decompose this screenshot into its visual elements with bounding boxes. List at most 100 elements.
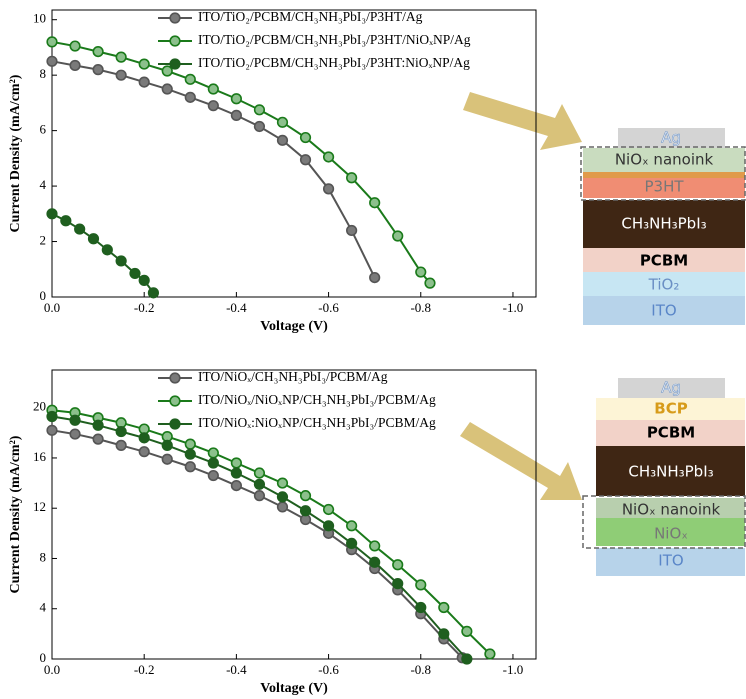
layer-label: PCBM (647, 424, 695, 442)
data-point (46, 55, 58, 67)
layer-label: NiOₓ nanoink (615, 151, 714, 169)
data-point (253, 467, 266, 479)
data-point (92, 45, 104, 58)
layer (583, 272, 745, 296)
arrow (460, 422, 582, 500)
layer (596, 420, 745, 446)
data-point (369, 271, 381, 284)
layer-label: NiOₓ nanoink (622, 501, 721, 519)
y-tick-label: 4 (40, 600, 47, 615)
layer-label: CH₃NH₃PbI₃ (628, 463, 713, 481)
data-point (369, 540, 381, 552)
data-point (230, 467, 242, 479)
data-point (322, 183, 335, 195)
data-point (115, 69, 127, 81)
y-tick-label: 8 (40, 549, 47, 564)
layer (583, 148, 745, 172)
data-point (69, 59, 81, 72)
data-point (60, 215, 72, 227)
y-tick-label: 2 (40, 233, 47, 248)
x-tick-label: -1.0 (503, 662, 524, 677)
data-point (299, 490, 312, 502)
data-point (147, 287, 160, 299)
data-point (138, 274, 150, 286)
plot-frame (51, 9, 537, 298)
data-point (101, 244, 113, 256)
data-point (138, 76, 150, 88)
data-point (230, 109, 242, 121)
highlight-box (582, 495, 746, 549)
data-point (46, 424, 58, 436)
data-point (161, 83, 173, 95)
data-point (276, 134, 289, 146)
y-axis-label: Current Density (mA/cm²) (8, 74, 23, 232)
layer-label: TiO₂ (648, 276, 680, 294)
series-line (51, 415, 468, 660)
data-point (115, 425, 127, 438)
y-tick-label: 16 (33, 449, 47, 464)
data-point (438, 601, 450, 614)
data-point (322, 151, 335, 163)
layer (583, 248, 745, 272)
data-point (207, 457, 219, 469)
data-point (115, 439, 127, 451)
data-point (207, 447, 219, 459)
series-line (51, 429, 463, 659)
data-point (138, 432, 150, 444)
y-tick-label: 10 (33, 11, 46, 26)
data-point (69, 40, 81, 52)
legend-marker (169, 372, 181, 384)
y-tick-label: 12 (33, 499, 46, 514)
x-tick-label: -1.0 (503, 300, 524, 315)
data-point (69, 414, 81, 426)
data-point (276, 116, 289, 128)
data-point (299, 505, 312, 517)
legend-marker (169, 35, 181, 47)
data-point (230, 93, 242, 105)
layer (596, 398, 745, 420)
data-point (461, 653, 473, 665)
data-point (46, 208, 58, 220)
y-axis-label: Current Density (mA/cm²) (8, 435, 23, 593)
layer (583, 200, 745, 248)
data-point (115, 51, 127, 63)
layer-label: BCP (654, 400, 687, 418)
data-point (46, 410, 58, 423)
layer (596, 446, 745, 496)
data-point (138, 58, 150, 70)
data-point (253, 478, 266, 490)
data-point (415, 601, 427, 614)
layer (583, 296, 745, 325)
layer (596, 548, 745, 576)
data-point (299, 154, 312, 166)
legend-label: ITO/NiOₓ/CH₃NH₃PbI₃/PCBM/Ag (198, 369, 388, 384)
legend-marker (169, 12, 181, 24)
data-point (115, 255, 127, 267)
data-point (184, 91, 196, 103)
device-stack: Ag BCP PCBM CH₃NH₃PbI₃ NiOₓ nanoink NiOₓ… (582, 378, 746, 576)
device-stack: Ag NiOₓ nanoink P3HT CH₃NH₃PbI₃ PCBM TiO… (580, 128, 746, 325)
plot-frame (51, 369, 537, 660)
data-point (424, 277, 436, 289)
data-point (184, 448, 196, 460)
data-point (184, 461, 196, 473)
data-point (299, 131, 312, 144)
layer-label: Ag (661, 129, 681, 147)
data-point (207, 83, 219, 95)
data-point (46, 36, 58, 48)
legend-label: ITO/NiOₓ/NiOₓNP/CH₃NH₃PbI₃/PCBM/Ag (198, 392, 436, 407)
data-point (276, 491, 289, 503)
arrow (463, 92, 582, 150)
data-point (74, 223, 86, 235)
data-point (87, 233, 100, 245)
data-point (253, 104, 266, 116)
y-tick-label: 0 (40, 650, 47, 665)
layer (583, 178, 745, 198)
data-point (392, 578, 404, 590)
data-point (129, 267, 141, 280)
data-point (392, 559, 404, 571)
x-tick-label: -0.4 (226, 300, 247, 315)
data-point (369, 556, 381, 568)
data-point (161, 65, 173, 77)
